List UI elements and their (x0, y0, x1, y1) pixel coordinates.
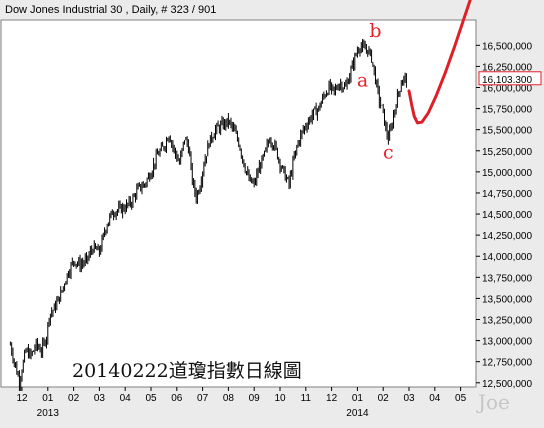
x-year-label: 2014 (346, 408, 369, 419)
x-tick-label: 09 (249, 393, 261, 404)
x-tick-label: 05 (455, 393, 467, 404)
y-tick-label: 14,500,000 (482, 210, 532, 221)
y-tick-label: 16,500,000 (482, 41, 532, 52)
wave-label-c: c (383, 141, 394, 163)
x-tick-label: 11 (301, 393, 312, 404)
wave-label-a: a (357, 70, 368, 92)
y-tick-label: 14,250,000 (482, 231, 532, 242)
x-tick-label: 06 (171, 393, 183, 404)
x-tick-label: 01 (42, 393, 54, 404)
x-year-label: 2013 (37, 408, 60, 419)
y-tick-label: 15,000,000 (482, 168, 532, 179)
signature-watermark: Joe (476, 390, 510, 414)
last-price-marker: 16,103.300 (478, 71, 542, 86)
y-tick-label: 13,750,000 (482, 273, 532, 284)
x-tick-label: 03 (403, 393, 415, 404)
x-tick-label: 01 (352, 393, 364, 404)
y-tick-label: 13,500,000 (482, 294, 532, 305)
x-tick-label: 10 (274, 393, 286, 404)
x-tick-label: 05 (145, 393, 157, 404)
x-tick-label: 07 (197, 393, 209, 404)
y-tick-label: 16,250,000 (482, 62, 532, 73)
y-tick-label: 15,500,000 (482, 126, 532, 137)
x-tick-label: 02 (378, 393, 390, 404)
plot-area (0, 19, 477, 388)
x-tick-label: 04 (120, 393, 132, 404)
y-tick-label: 15,750,000 (482, 105, 532, 116)
last-price-label: 16,103.300 (482, 75, 532, 86)
y-tick-label: 14,750,000 (482, 189, 532, 200)
x-tick-label: 03 (94, 393, 106, 404)
chart-caption: 20140222道瓊指數日線圖 (72, 360, 302, 382)
x-tick-label: 12 (326, 393, 338, 404)
y-tick-label: 12,750,000 (482, 358, 532, 369)
wave-label-b: b (369, 20, 381, 42)
x-tick-label: 08 (223, 393, 235, 404)
x-tick-label: 12 (16, 393, 28, 404)
y-tick-label: 13,250,000 (482, 316, 532, 327)
y-tick-label: 16,000,000 (482, 83, 532, 94)
y-tick-label: 12,500,000 (482, 379, 532, 390)
y-tick-label: 13,000,000 (482, 337, 532, 348)
x-tick-label: 02 (68, 393, 80, 404)
y-tick-label: 15,250,000 (482, 147, 532, 158)
projection-curve (407, 0, 472, 125)
y-tick-label: 14,000,000 (482, 252, 532, 263)
x-tick-label: 04 (429, 393, 441, 404)
chart-title: Dow Jones Industrial 30 , Daily, # 323 /… (5, 4, 216, 16)
last-price-box (478, 71, 542, 86)
